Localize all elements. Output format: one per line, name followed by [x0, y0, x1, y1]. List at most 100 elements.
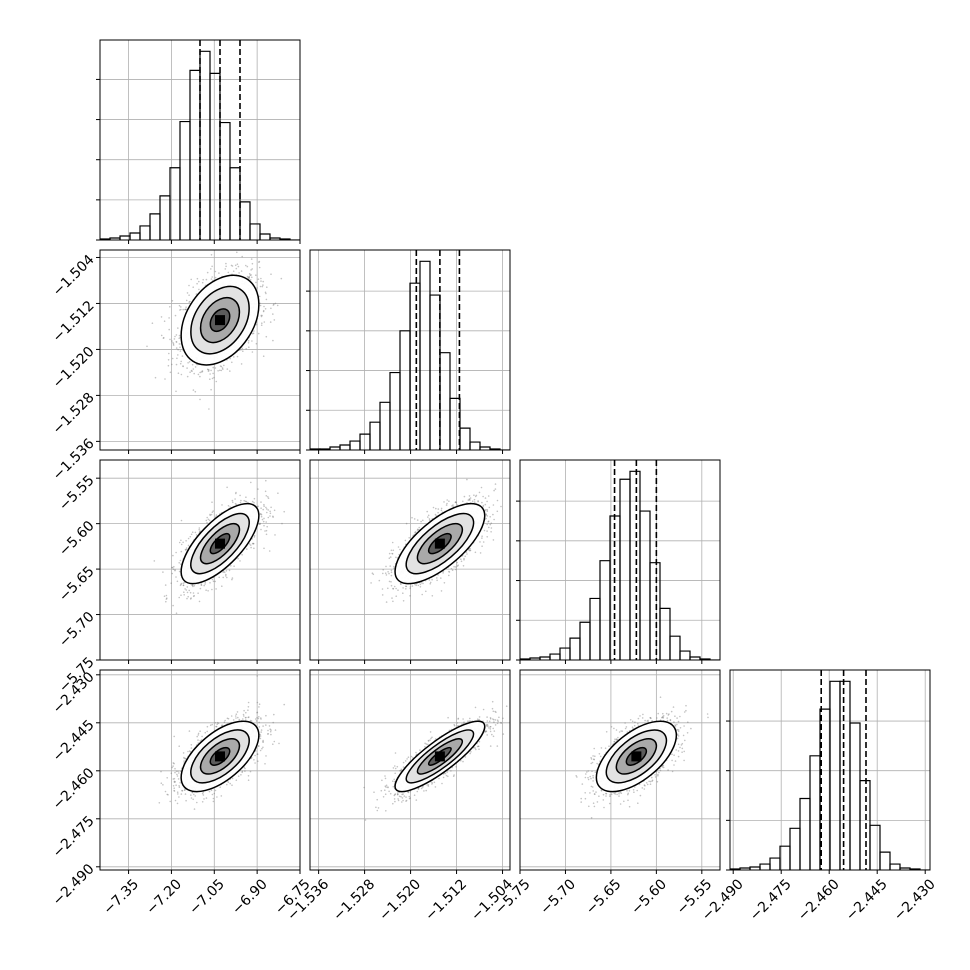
sample-point: [178, 596, 180, 599]
sample-point: [391, 552, 393, 555]
sample-point: [250, 481, 252, 484]
sample-point: [262, 309, 265, 312]
sample-point: [390, 549, 393, 552]
sample-point: [182, 584, 185, 587]
sample-point: [480, 486, 483, 489]
sample-point: [446, 502, 448, 505]
sample-point: [171, 363, 173, 366]
contour-line: [190, 512, 250, 575]
sample-point: [211, 276, 213, 278]
sample-point: [196, 277, 199, 280]
sample-point: [463, 557, 465, 560]
sample-point: [177, 372, 180, 375]
sample-point: [469, 547, 471, 550]
sample-point: [164, 584, 167, 586]
sample-point: [190, 533, 193, 536]
sample-point: [175, 612, 178, 614]
sample-point: [486, 509, 489, 511]
sample-point: [251, 542, 254, 545]
sample-point: [178, 334, 181, 337]
sample-point: [385, 601, 388, 603]
sample-point: [175, 341, 178, 343]
sample-point: [226, 576, 228, 579]
sample-point: [259, 523, 262, 525]
sample-point: [249, 279, 252, 281]
sample-point: [269, 510, 271, 513]
sample-point: [245, 264, 247, 267]
sample-point: [474, 495, 477, 498]
sample-point: [214, 580, 216, 583]
sample-point: [188, 589, 190, 592]
sample-point: [437, 508, 440, 510]
sample-point: [190, 597, 192, 599]
sample-point: [414, 531, 417, 533]
sample-point: [200, 584, 203, 586]
sample-point: [192, 595, 195, 598]
sample-point: [494, 483, 497, 485]
sample-point: [189, 300, 191, 303]
sample-point: [437, 511, 439, 514]
sample-point: [477, 500, 479, 502]
sample-point: [146, 345, 148, 348]
sample-point: [232, 270, 235, 273]
sample-point: [235, 492, 237, 495]
density-peak: [215, 538, 225, 549]
sample-point: [178, 562, 180, 564]
sample-point: [259, 285, 262, 288]
sample-point: [263, 524, 265, 527]
sample-point: [176, 357, 178, 360]
sample-point: [248, 543, 251, 545]
sample-point: [219, 369, 221, 372]
sample-point: [191, 370, 193, 373]
sample-point: [236, 355, 239, 358]
sample-point: [256, 287, 258, 289]
sample-point: [416, 529, 419, 531]
sample-point: [255, 342, 258, 345]
sample-point: [192, 585, 194, 588]
sample-point: [233, 565, 235, 567]
sample-point: [210, 254, 213, 256]
sample-point: [249, 544, 252, 546]
sample-point: [262, 284, 264, 286]
sample-point: [388, 580, 391, 583]
sample-point: [390, 571, 393, 574]
sample-point: [405, 588, 407, 590]
sample-point: [252, 332, 255, 335]
sample-point: [201, 370, 204, 373]
sample-point: [182, 365, 184, 368]
sample-point: [175, 341, 178, 343]
sample-point: [270, 307, 272, 310]
sample-point: [188, 301, 190, 303]
sample-point: [171, 572, 174, 575]
sample-point: [260, 513, 262, 515]
sample-point: [180, 308, 182, 311]
sample-point: [247, 276, 250, 279]
sample-point: [280, 277, 283, 280]
sample-point: [225, 265, 227, 268]
sample-point: [479, 552, 482, 554]
sample-point: [221, 504, 223, 506]
sample-point: [190, 278, 192, 281]
sample-point: [180, 539, 182, 542]
sample-point: [217, 370, 219, 372]
sample-point: [209, 582, 211, 584]
panel-frame: [309, 249, 511, 451]
sample-point: [238, 272, 240, 274]
sample-point: [411, 516, 413, 519]
sample-point: [194, 531, 197, 534]
sample-point: [485, 517, 488, 520]
sample-point: [427, 516, 429, 518]
panels-layer: [96, 39, 931, 874]
panel-1-1: [306, 249, 511, 454]
sample-point: [446, 499, 449, 501]
sample-point: [193, 585, 196, 587]
sample-point: [221, 367, 224, 369]
sample-point: [246, 548, 248, 550]
sample-point: [160, 316, 163, 318]
sample-point: [259, 513, 262, 515]
sample-point: [485, 514, 488, 516]
sample-point: [255, 281, 257, 284]
sample-point: [231, 499, 234, 502]
sample-point: [482, 541, 485, 543]
sample-point: [171, 566, 173, 569]
